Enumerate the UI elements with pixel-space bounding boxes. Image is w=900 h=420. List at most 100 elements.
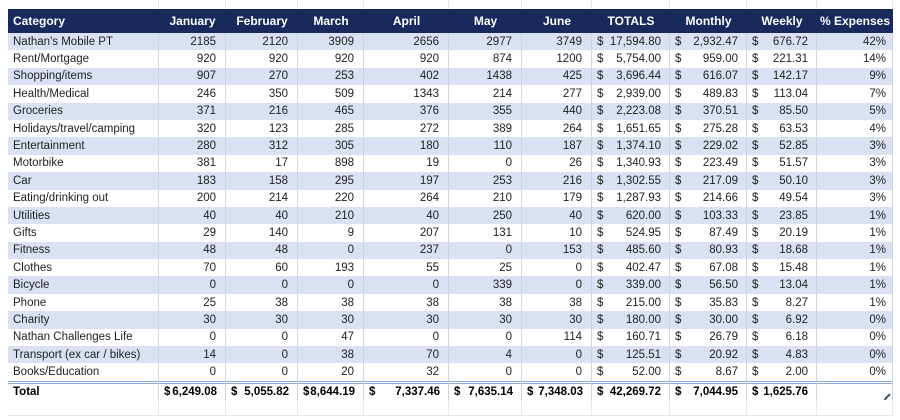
cell-month-value[interactable]: 0: [226, 346, 298, 364]
cell-month-value[interactable]: 320: [159, 119, 226, 138]
cell-month-value[interactable]: 350: [226, 85, 298, 103]
column-header-monthly[interactable]: Monthly: [685, 14, 732, 28]
cell-total[interactable]: $485.60: [592, 241, 670, 260]
cell-month-value[interactable]: 60: [226, 259, 298, 277]
cell-total[interactable]: $3,696.44: [592, 67, 670, 86]
cell-month-value[interactable]: 0: [522, 363, 592, 381]
row-label[interactable]: Shopping/items: [8, 67, 159, 86]
cell-month-value[interactable]: 48: [226, 241, 298, 260]
cell-month-value[interactable]: 14: [159, 346, 226, 364]
cell-month-value[interactable]: 920: [226, 50, 298, 68]
cell-month-value[interactable]: 40: [226, 206, 298, 225]
cell-month-value[interactable]: 295: [298, 172, 364, 190]
cell-month-value[interactable]: 272: [364, 119, 449, 138]
cell-total[interactable]: $125.51: [592, 346, 670, 364]
cell-month-value[interactable]: 38: [449, 293, 522, 312]
cell-month-value[interactable]: 0: [522, 259, 592, 277]
cell-month-value[interactable]: 180: [364, 137, 449, 155]
cell-month-value[interactable]: 25: [449, 259, 522, 277]
cell-total[interactable]: $1,302.55: [592, 172, 670, 190]
cell-monthly[interactable]: $370.51: [670, 102, 747, 120]
row-label[interactable]: Health/Medical: [8, 85, 159, 103]
cell-month-value[interactable]: 187: [522, 137, 592, 155]
cell-monthly[interactable]: $56.50: [670, 276, 747, 294]
cell-month-value[interactable]: 277: [522, 85, 592, 103]
cell-total[interactable]: $1,287.93: [592, 189, 670, 207]
cell-month-value[interactable]: 70: [159, 259, 226, 277]
cell-month-value[interactable]: 30: [159, 311, 226, 329]
cell-total[interactable]: $2,223.08: [592, 102, 670, 120]
cell-monthly[interactable]: $214.66: [670, 189, 747, 207]
cell-monthly[interactable]: $20.92: [670, 346, 747, 364]
cell-month-value[interactable]: 30: [522, 311, 592, 329]
cell-total[interactable]: $2,939.00: [592, 85, 670, 103]
column-header-february[interactable]: February: [236, 14, 288, 28]
row-label[interactable]: Car: [8, 172, 159, 190]
cell-total[interactable]: $620.00: [592, 206, 670, 225]
cell-month-value[interactable]: 465: [298, 102, 364, 120]
cell-total[interactable]: $402.47: [592, 259, 670, 277]
cell-month-value[interactable]: 40: [364, 206, 449, 225]
cell-percent[interactable]: 1%: [817, 206, 893, 225]
cell-month-value[interactable]: 38: [364, 293, 449, 312]
cell-percent[interactable]: 14%: [817, 50, 893, 68]
cell-month-value[interactable]: 305: [298, 137, 364, 155]
cell-percent[interactable]: 42%: [817, 33, 893, 51]
cell-month-value[interactable]: 0: [159, 363, 226, 381]
cell-month-value[interactable]: 270: [226, 67, 298, 86]
row-label[interactable]: Fitness: [8, 241, 159, 260]
cell-month-value[interactable]: 70: [364, 346, 449, 364]
cell-month-value[interactable]: 339: [449, 276, 522, 294]
cell-month-value[interactable]: 920: [159, 50, 226, 68]
cell-month-value[interactable]: 381: [159, 154, 226, 173]
column-header-expenses[interactable]: % Expenses: [819, 14, 891, 28]
cell-weekly[interactable]: $18.68: [747, 241, 817, 260]
cell-month-value[interactable]: 237: [364, 241, 449, 260]
cell-month-value[interactable]: 2120: [226, 33, 298, 51]
row-label[interactable]: Utilities: [8, 206, 159, 225]
row-label[interactable]: Entertainment: [8, 137, 159, 155]
cell-weekly[interactable]: $85.50: [747, 102, 817, 120]
cell-month-value[interactable]: 179: [522, 189, 592, 207]
cell-percent[interactable]: 1%: [817, 276, 893, 294]
column-header-april[interactable]: April: [392, 14, 421, 28]
column-header-category[interactable]: Category: [13, 14, 66, 28]
cell-month-value[interactable]: 0: [226, 328, 298, 347]
cell-month-value[interactable]: 17: [226, 154, 298, 173]
cell-weekly[interactable]: $63.53: [747, 119, 817, 138]
cell-monthly[interactable]: $30.00: [670, 311, 747, 329]
cell-total[interactable]: $160.71: [592, 328, 670, 347]
cell-month-value[interactable]: 264: [364, 189, 449, 207]
cell-month-value[interactable]: 200: [159, 189, 226, 207]
cell-month-value[interactable]: 210: [449, 189, 522, 207]
cell-monthly[interactable]: $217.09: [670, 172, 747, 190]
cell-month-value[interactable]: 874: [449, 50, 522, 68]
cell-month-value[interactable]: 0: [449, 328, 522, 347]
cell-month-value[interactable]: 0: [522, 276, 592, 294]
cell-month-value[interactable]: 402: [364, 67, 449, 86]
cell-weekly[interactable]: $49.54: [747, 189, 817, 207]
column-header-weekly[interactable]: Weekly: [761, 14, 803, 28]
cell-percent[interactable]: 4%: [817, 119, 893, 138]
cell-month-value[interactable]: 40: [159, 206, 226, 225]
cell-monthly[interactable]: $489.83: [670, 85, 747, 103]
cell-month-value[interactable]: 197: [364, 172, 449, 190]
cell-monthly[interactable]: $223.49: [670, 154, 747, 173]
cell-month-value[interactable]: 131: [449, 224, 522, 242]
cell-month-value[interactable]: 250: [449, 206, 522, 225]
cell-weekly[interactable]: $13.04: [747, 276, 817, 294]
cell-month-value[interactable]: 26: [522, 154, 592, 173]
cell-month-value[interactable]: 280: [159, 137, 226, 155]
cell-percent[interactable]: 1%: [817, 259, 893, 277]
column-header-may[interactable]: May: [473, 14, 498, 28]
cell-monthly[interactable]: $67.08: [670, 259, 747, 277]
cell-month-value[interactable]: 38: [522, 293, 592, 312]
cell-monthly[interactable]: $35.83: [670, 293, 747, 312]
cell-total[interactable]: $17,594.80: [592, 33, 670, 51]
cell-weekly[interactable]: $676.72: [747, 33, 817, 51]
cell-percent[interactable]: 9%: [817, 67, 893, 86]
cell-percent[interactable]: 0%: [817, 311, 893, 329]
cell-month-value[interactable]: 425: [522, 67, 592, 86]
total-month-value[interactable]: $8,644.19: [298, 380, 364, 400]
cell-month-value[interactable]: 216: [226, 102, 298, 120]
